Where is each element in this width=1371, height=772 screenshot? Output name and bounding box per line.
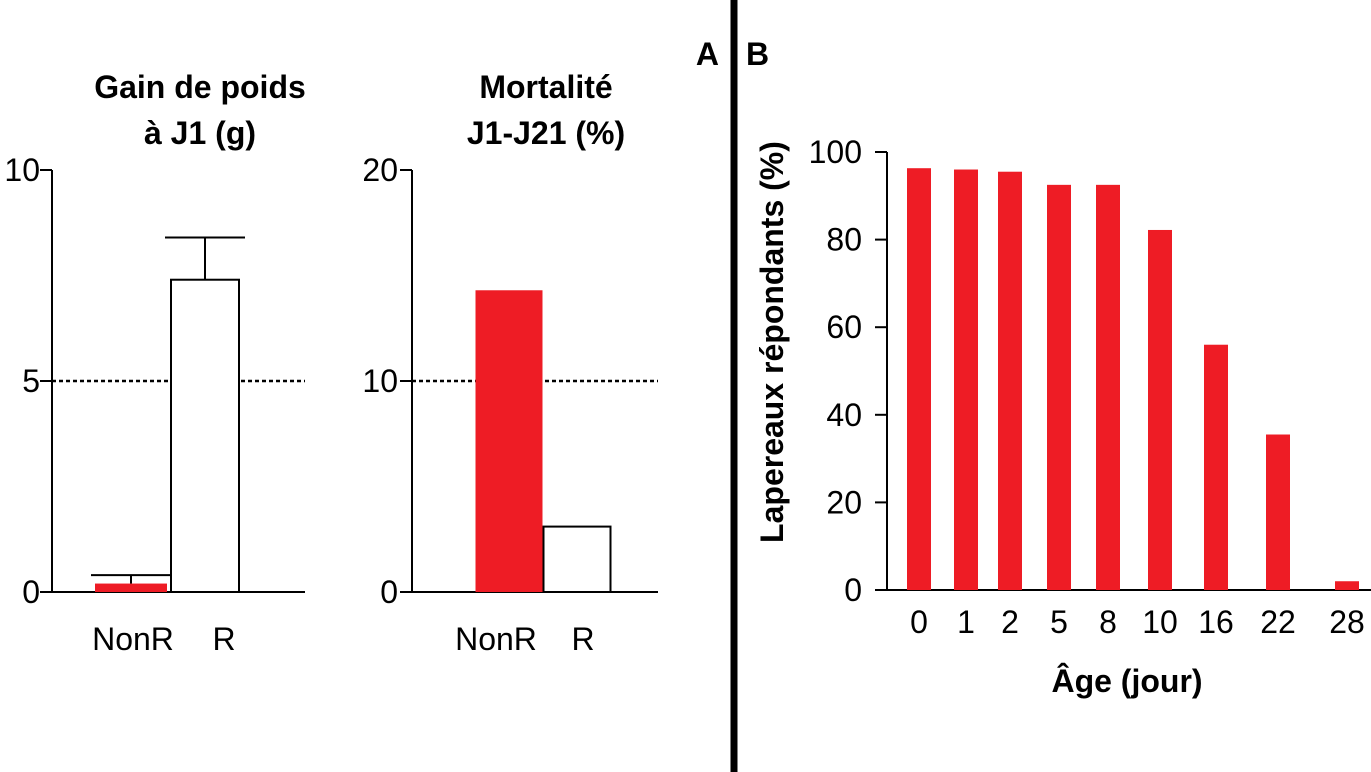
bar-R <box>542 525 612 594</box>
y-tick-label: 0 <box>844 572 862 608</box>
panel-label-a: A <box>696 36 719 72</box>
x-tick-label: 0 <box>910 604 928 640</box>
x-tick-label: NonR <box>92 621 174 657</box>
chart-title-line: à J1 (g) <box>144 115 256 151</box>
bar-2 <box>998 171 1022 590</box>
y-tick-label: 0 <box>22 574 40 610</box>
x-tick-label: R <box>571 621 594 657</box>
bar-NonR <box>95 583 167 592</box>
bar-1 <box>954 169 978 590</box>
bar-8 <box>1096 184 1120 590</box>
x-tick-label: NonR <box>455 621 537 657</box>
bar-R <box>170 278 240 593</box>
bar-10 <box>1148 229 1172 591</box>
y-tick-label: 5 <box>22 363 40 399</box>
bar-NonR <box>475 290 543 592</box>
x-tick-label: 8 <box>1099 604 1117 640</box>
y-tick-label: 0 <box>380 574 398 610</box>
y-tick-label: 60 <box>826 309 862 345</box>
chart-title-line: Mortalité <box>479 69 612 105</box>
bar-16 <box>1204 344 1228 590</box>
y-tick-label: 10 <box>4 152 40 188</box>
chart-mortality: Mortalité J1-J21 (%) 0 10 20 NonR R <box>362 69 658 657</box>
x-tick-label: 16 <box>1198 604 1234 640</box>
panel-label-b: B <box>746 36 769 72</box>
chart-weight-gain: Gain de poids à J1 (g) 0 5 10 NonR R <box>4 69 305 657</box>
y-tick-label: 80 <box>826 222 862 258</box>
y-tick-label: 40 <box>826 397 862 433</box>
x-tick-label: 28 <box>1329 604 1365 640</box>
bar-28 <box>1335 581 1359 590</box>
x-tick-label: 10 <box>1142 604 1178 640</box>
bar-0 <box>907 168 931 590</box>
x-tick-label: R <box>212 621 235 657</box>
y-tick-label: 10 <box>362 363 398 399</box>
chart-title-line: J1-J21 (%) <box>467 115 625 151</box>
x-axis-label: Âge (jour) <box>1051 663 1202 699</box>
x-tick-label: 22 <box>1260 604 1296 640</box>
y-tick-label: 100 <box>809 134 862 170</box>
x-tick-label: 1 <box>957 604 975 640</box>
y-axis-label: Lapereaux répondants (%) <box>754 141 790 543</box>
x-tick-label: 5 <box>1050 604 1068 640</box>
x-tick-label: 2 <box>1001 604 1019 640</box>
bar-5 <box>1047 184 1071 590</box>
y-tick-label: 20 <box>362 152 398 188</box>
bar-22 <box>1266 434 1290 590</box>
chart-title-line: Gain de poids <box>94 69 306 105</box>
y-tick-label: 20 <box>826 484 862 520</box>
